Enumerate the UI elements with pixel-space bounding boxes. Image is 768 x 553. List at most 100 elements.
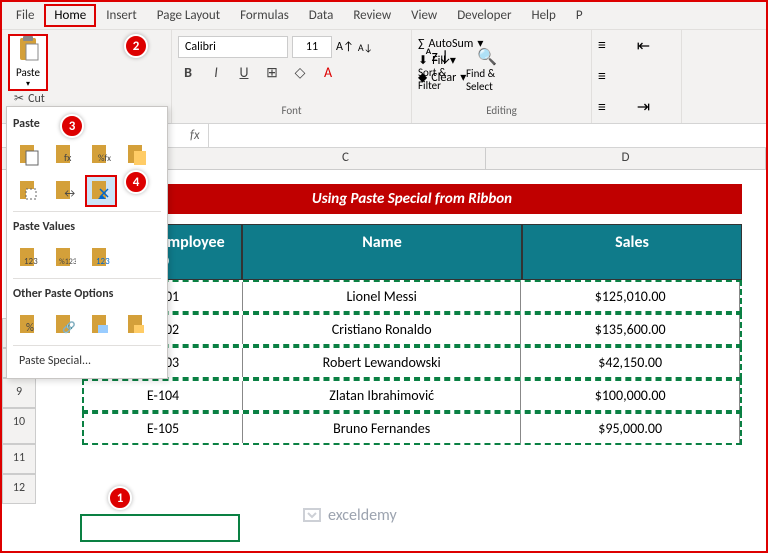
paste-keep-source-icon[interactable] [121,139,153,171]
menu-view[interactable]: View [401,4,447,27]
menu-help[interactable]: Help [521,4,565,27]
col-header-c[interactable]: C [206,148,486,169]
callout-4: 4 [124,170,148,194]
align-left-icon[interactable]: ≡ [598,36,631,55]
font-group: Calibri 11 A↑ A↓ B I U ⊞ ◇ A Font [172,30,412,123]
paste-values-number-icon[interactable]: %123 [49,242,81,274]
svg-text:%fx: %fx [98,153,111,164]
callout-1: 1 [108,486,132,510]
svg-text:%123: %123 [59,257,76,267]
table-row[interactable]: E-104Zlatan Ibrahimović$100,000.00 [82,379,742,412]
paste-icon [16,36,40,64]
selected-cell[interactable] [80,514,240,542]
table-row[interactable]: E-103Robert Lewandowski$42,150.00 [82,346,742,379]
svg-text:↔: ↔ [62,187,76,201]
font-color-button[interactable]: A [318,64,338,81]
indent-left-icon[interactable]: ⇤ [637,36,675,56]
paste-values-icon[interactable]: 123 [13,242,45,274]
row-header[interactable]: 12 [2,474,36,504]
header-sales: Sales [522,224,742,280]
paste-label: Paste [16,66,40,79]
menu-insert[interactable]: Insert [96,4,147,27]
cell-name[interactable]: Cristiano Ronaldo [243,315,521,344]
cell-name[interactable]: Lionel Messi [243,282,521,311]
editing-group: ∑ AutoSum ▾ ⬇ Fill ▾ ◆ Clear ▾ ᴬᴢ↓Sort &… [412,30,592,123]
logo-icon [302,505,322,525]
cell-sales[interactable]: $42,150.00 [521,348,740,377]
table-title: Using Paste Special from Ribbon [82,184,742,214]
paste-section-label: Paste [13,117,40,131]
cut-button[interactable]: ✂Cut [14,91,165,106]
borders-button[interactable]: ⊞ [262,64,282,81]
svg-text:%: % [26,321,34,334]
cell-sales[interactable]: $125,010.00 [521,282,740,311]
paste-keep-width-icon[interactable]: ↔ [49,175,81,207]
svg-text:123: 123 [24,256,38,267]
menu-review[interactable]: Review [343,4,401,27]
paste-link-icon[interactable]: 🔗 [49,309,81,341]
menu-page-layout[interactable]: Page Layout [147,4,230,27]
callout-3: 3 [60,114,84,138]
scissors-icon: ✂ [14,91,24,106]
italic-button[interactable]: I [206,64,226,81]
row-header[interactable]: 9 [2,378,36,408]
align-center-icon[interactable]: ≡ [598,67,631,86]
table-row[interactable]: E-101Lionel Messi$125,010.00 [82,280,742,313]
cell-id[interactable]: E-105 [84,414,243,443]
table-row[interactable]: E-102Cristiano Ronaldo$135,600.00 [82,313,742,346]
menu-more[interactable]: P [566,4,593,27]
menu-developer[interactable]: Developer [447,4,521,27]
decrease-font-icon[interactable]: A↓ [358,41,373,54]
watermark: exceldemy [302,505,397,525]
chevron-down-icon: ▾ [26,79,30,89]
cell-name[interactable]: Bruno Fernandes [243,414,521,443]
other-paste-section-label: Other Paste Options [13,287,113,301]
paste-all-icon[interactable] [13,139,45,171]
paste-no-borders-icon[interactable] [13,175,45,207]
col-header-d[interactable]: D [486,148,766,169]
header-name: Name [242,224,522,280]
paste-button[interactable]: Paste ▾ [8,34,48,91]
table-row[interactable]: E-105Bruno Fernandes$95,000.00 [82,412,742,445]
menu-home[interactable]: Home [44,4,96,27]
paste-formulas-number-icon[interactable]: %fx [85,139,117,171]
fx-icon[interactable]: fx [182,128,208,143]
indent-right-icon[interactable]: ⇥ [637,97,675,117]
row-header[interactable]: 10 [2,408,36,444]
cell-sales[interactable]: $100,000.00 [521,381,740,410]
paste-formatting-icon[interactable]: % [13,309,45,341]
paste-linked-picture-icon[interactable] [121,309,153,341]
data-table: Using Paste Special from Ribbon Employee… [82,184,742,445]
align-group: ≡ ≡ ≡ ⇤ ⇥ [592,30,682,123]
find-select-button[interactable]: 🔍Find & Select [466,47,508,93]
paste-formulas-icon[interactable]: fx [49,139,81,171]
underline-button[interactable]: U [234,64,254,81]
cell-id[interactable]: E-104 [84,381,243,410]
svg-text:fx: fx [64,151,72,164]
table-header-row: Employee ID Name Sales [82,224,742,280]
cell-name[interactable]: Zlatan Ibrahimović [243,381,521,410]
increase-font-icon[interactable]: A↑ [336,40,354,54]
svg-text:🔗: 🔗 [62,320,76,334]
font-group-label: Font [178,104,405,117]
paste-special-menu-item[interactable]: Paste Special... [13,350,161,372]
paste-values-section-label: Paste Values [13,220,75,234]
fill-color-button[interactable]: ◇ [290,64,310,81]
paste-transpose-icon[interactable] [85,175,117,207]
sort-filter-button[interactable]: ᴬᴢ↓Sort & Filter [418,47,460,93]
align-right-icon[interactable]: ≡ [598,98,631,117]
cell-name[interactable]: Robert Lewandowski [243,348,521,377]
cell-sales[interactable]: $135,600.00 [521,315,740,344]
formula-input[interactable] [208,124,766,147]
menu-file[interactable]: File [6,4,44,27]
font-size-select[interactable]: 11 [292,36,332,58]
paste-values-source-icon[interactable]: 123 [85,242,117,274]
row-header[interactable]: 11 [2,444,36,474]
font-name-select[interactable]: Calibri [178,36,288,58]
sort-icon: ᴬᴢ↓ [425,47,452,66]
cell-sales[interactable]: $95,000.00 [521,414,740,443]
bold-button[interactable]: B [178,64,198,81]
menu-formulas[interactable]: Formulas [230,4,299,27]
paste-picture-icon[interactable] [85,309,117,341]
menu-data[interactable]: Data [299,4,344,27]
